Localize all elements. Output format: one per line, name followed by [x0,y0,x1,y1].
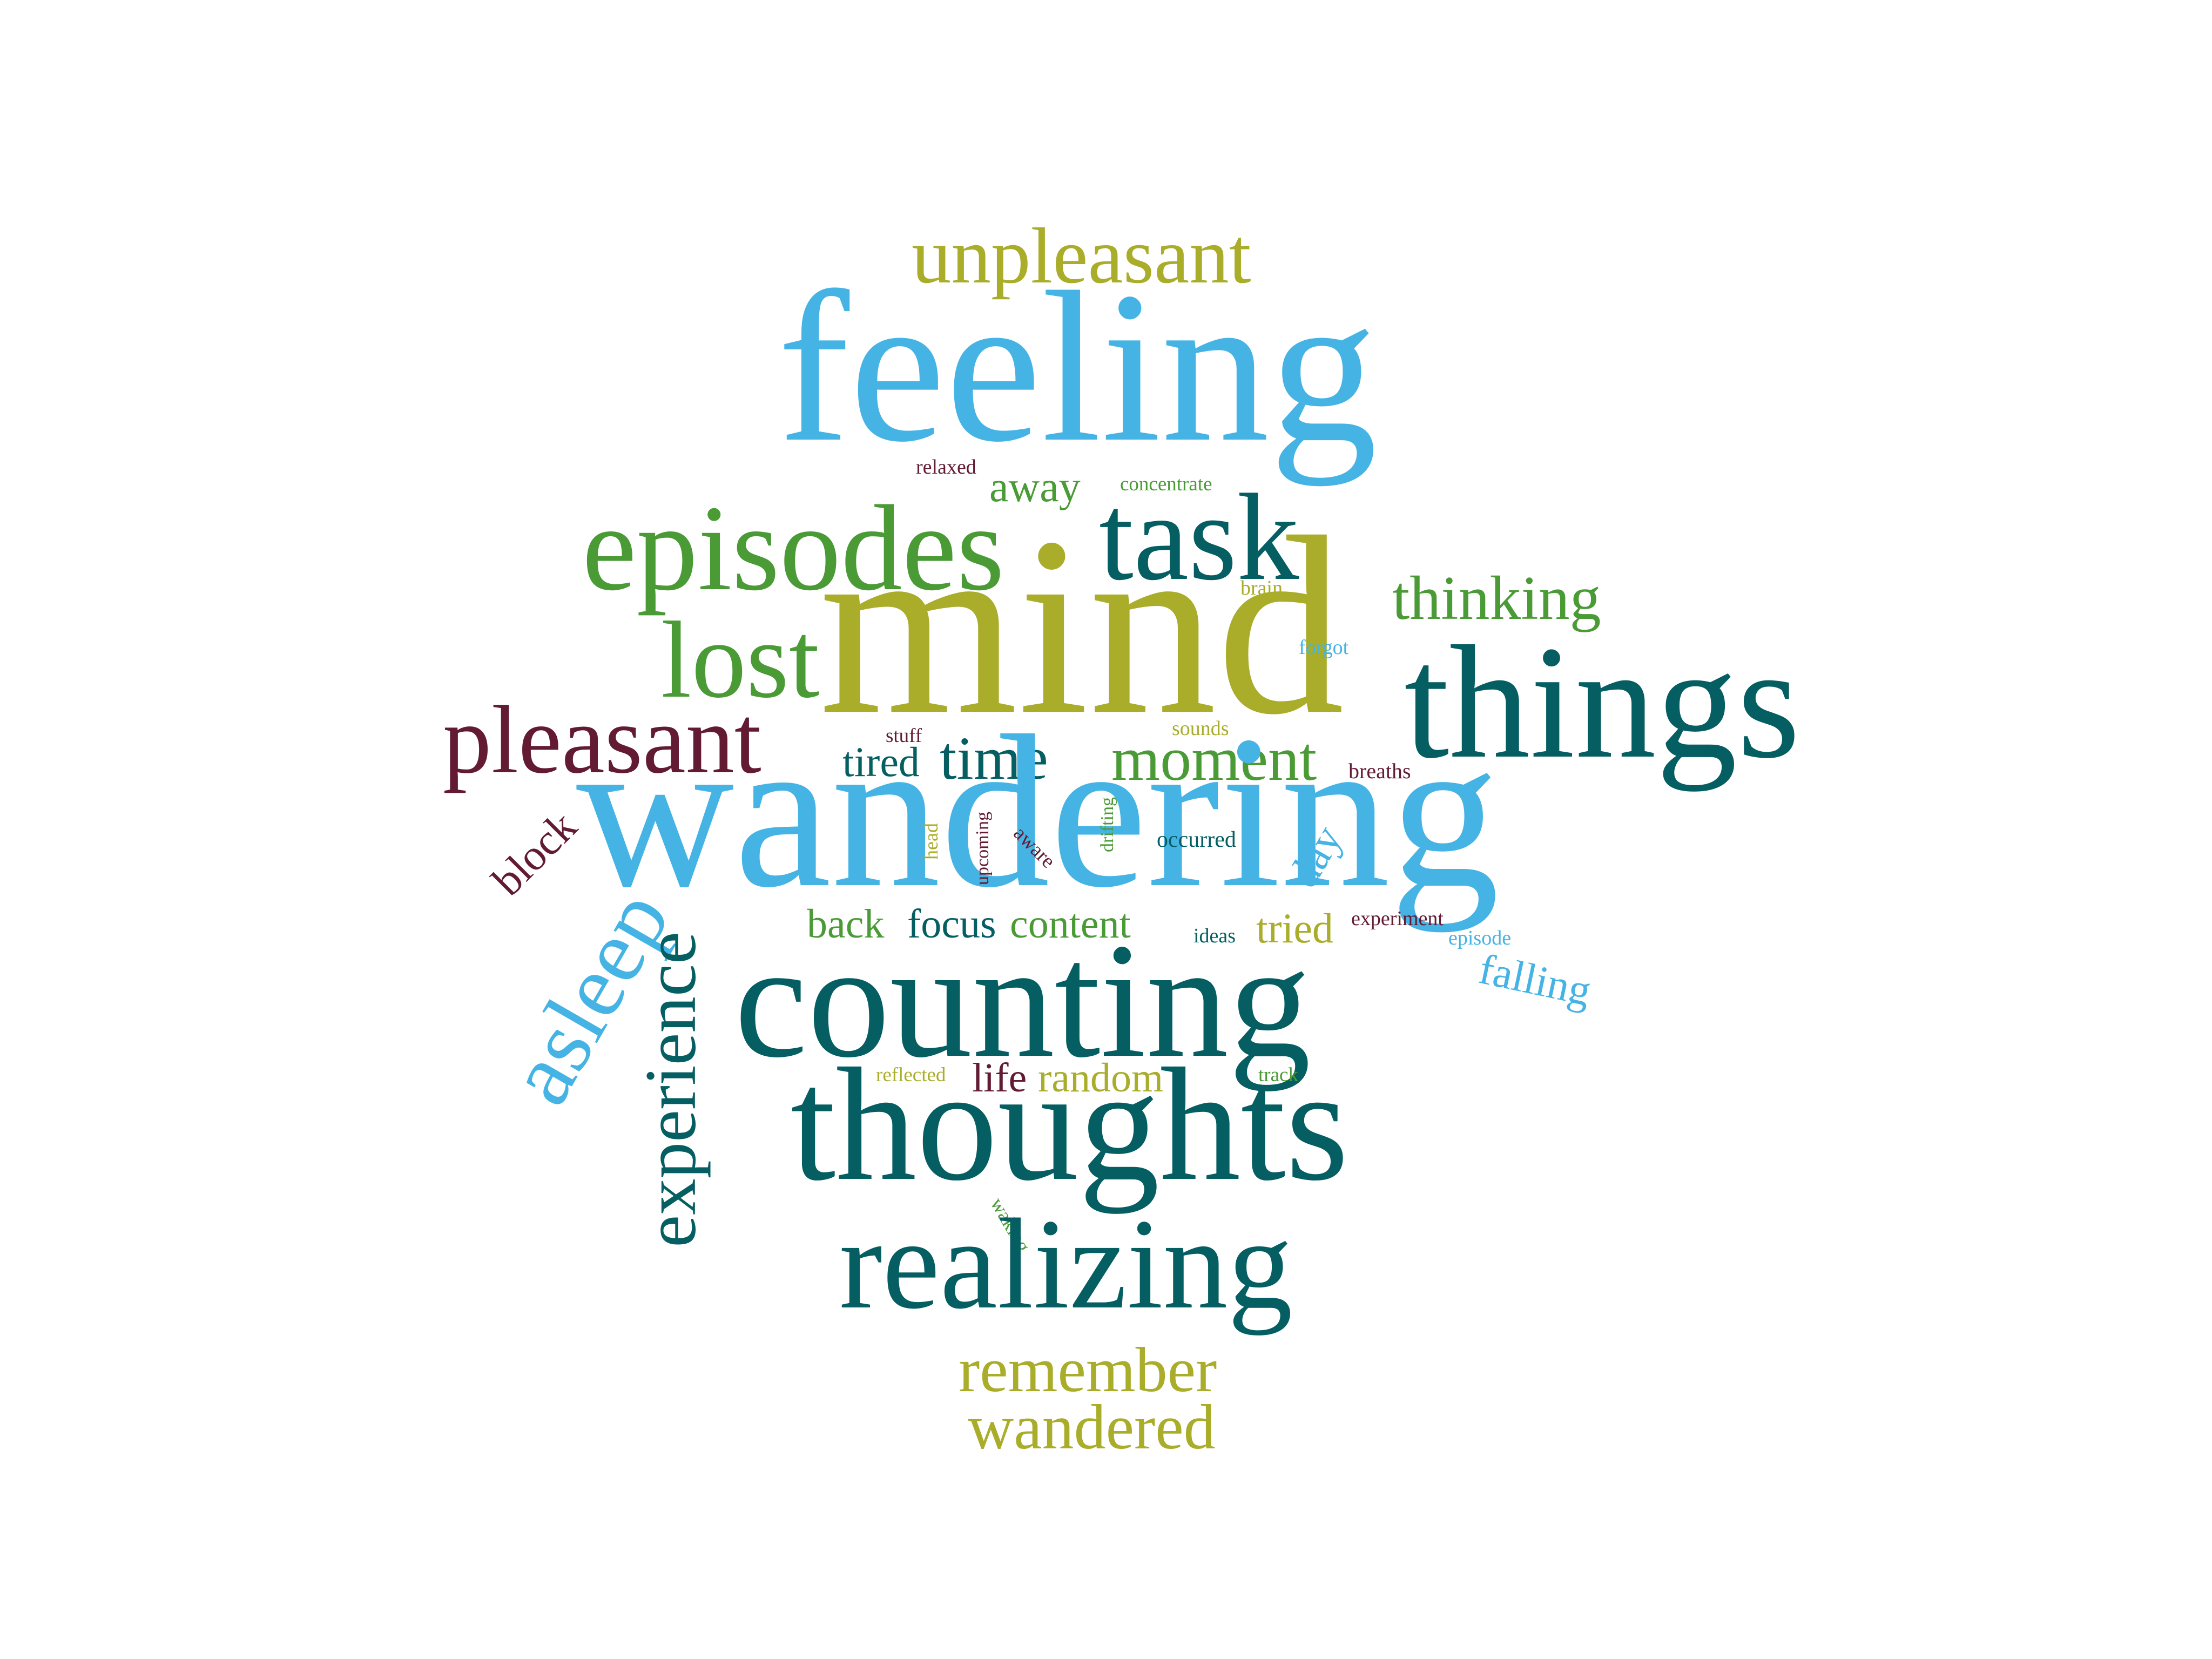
word-episodes: episodes [582,481,1004,616]
word-occurred: occurred [1157,827,1236,852]
word-lost: lost [661,599,820,720]
word-upcoming: upcoming [972,812,993,885]
word-head: head [920,823,942,860]
word-sounds: sounds [1172,717,1229,740]
word-remember: remember [959,1334,1217,1405]
word-pleasant: pleasant [443,686,761,793]
word-task: task [1099,468,1299,606]
word-reflected: reflected [876,1064,946,1086]
word-focus: focus [907,901,996,947]
word-mind: mind [819,485,1345,767]
word-time: time [940,725,1048,792]
word-unpleasant: unpleasant [912,212,1251,300]
word-experiment: experiment [1351,907,1444,930]
word-thoughts: thoughts [791,1035,1349,1214]
word-thinking: thinking [1392,564,1601,633]
word-feeling: feeling [778,247,1378,487]
word-concentrate: concentrate [1120,473,1212,495]
word-things: things [1404,612,1800,792]
word-track: track [1258,1064,1298,1086]
word-experience: experience [630,932,711,1247]
word-random: random [1038,1055,1164,1101]
word-block: block [483,801,586,905]
word-content: content [1010,901,1131,947]
word-breaths: breaths [1348,759,1411,783]
word-away: away [989,463,1081,511]
word-brain: brain [1240,577,1283,599]
word-wandered: wandered [968,1392,1216,1462]
word-episode: episode [1448,927,1512,949]
word-stuff: stuff [886,725,922,747]
word-back: back [807,901,885,947]
word-life: life [972,1055,1027,1101]
word-counting: counting [734,909,1311,1091]
word-forgot: forgot [1299,636,1349,659]
word-relaxed: relaxed [916,456,976,478]
word-realizing: realizing [839,1192,1293,1336]
word-wandering: wandering [576,690,1500,933]
word-drifting: drifting [1097,797,1117,852]
word-falling: falling [1475,945,1595,1015]
word-ideas: ideas [1193,925,1236,947]
word-tired: tired [842,738,920,785]
word-moment: moment [1111,725,1317,794]
word-tried: tried [1256,905,1333,952]
